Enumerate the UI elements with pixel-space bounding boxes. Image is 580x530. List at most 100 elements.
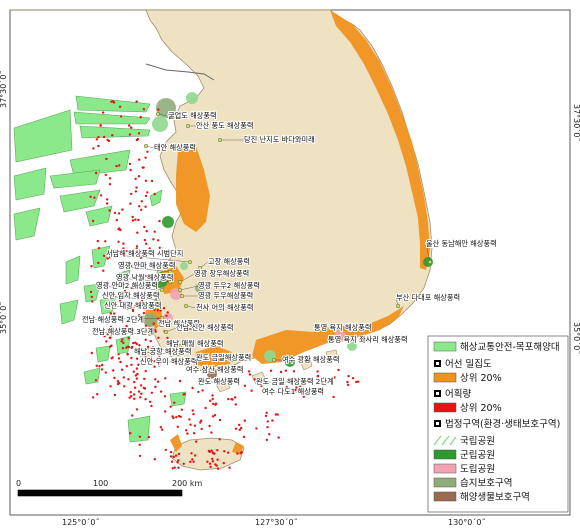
- catch-dot: [137, 132, 141, 135]
- traffic-zone-polygon: [91, 245, 111, 269]
- catch-dot: [96, 393, 99, 396]
- catch-dot: [144, 370, 147, 373]
- catch-dot: [91, 300, 94, 303]
- catch-dot: [142, 166, 145, 169]
- catch-dot: [132, 393, 136, 396]
- traffic-zone-polygon: [115, 335, 131, 355]
- catch-dot: [115, 218, 119, 222]
- legend-label-wetland: 습지보호구역: [460, 478, 512, 489]
- catch-dot: [126, 353, 129, 356]
- catch-dot: [135, 408, 139, 411]
- catch-dot: [152, 281, 155, 285]
- catch-dot: [128, 396, 131, 399]
- catch-dot: [111, 304, 114, 307]
- wind-farm-site-marker: [298, 390, 303, 395]
- legend-label-national-park: 국립공원: [460, 435, 495, 447]
- catch-dot: [169, 450, 173, 454]
- catch-dot: [197, 390, 200, 394]
- catch-dot: [156, 380, 160, 383]
- catch-dot: [106, 318, 109, 321]
- catch-dot: [144, 179, 148, 182]
- catch-dot: [127, 378, 130, 381]
- catch-dot: [211, 394, 214, 397]
- wind-farm-label: 서남해 해상풍력 시범단지: [106, 249, 183, 258]
- label-leader-line: [91, 331, 151, 335]
- catch-dot: [115, 250, 118, 253]
- catch-dot: [163, 395, 167, 398]
- catch-dot: [230, 381, 234, 385]
- catch-dot: [346, 383, 350, 387]
- catch-dot: [147, 435, 151, 439]
- catch-dot: [211, 457, 214, 461]
- catch-dot: [135, 301, 138, 305]
- catch-dot: [228, 466, 231, 469]
- catch-dot: [119, 115, 123, 118]
- catch-dot: [294, 388, 297, 392]
- catch-dot: [125, 249, 129, 253]
- catch-dot: [165, 314, 168, 317]
- catch-dot: [240, 426, 243, 430]
- island: [299, 357, 313, 371]
- catch-dot: [135, 245, 139, 248]
- catch-dot: [140, 392, 143, 395]
- catch-dot: [119, 228, 122, 232]
- catch-dot: [176, 461, 179, 464]
- catch-dot: [158, 219, 161, 223]
- traffic-zone-polygon: [65, 255, 81, 285]
- catch-dot: [129, 432, 132, 435]
- catch-dot: [135, 377, 139, 380]
- catch-dot: [164, 448, 167, 452]
- catch-dot: [112, 369, 115, 372]
- protected-area-wetland: [156, 98, 176, 118]
- catch-dot: [130, 363, 133, 366]
- lon-label-right: 130°0´0˝: [448, 517, 485, 527]
- traffic-zone-polygon: [73, 111, 151, 125]
- catch-dot: [204, 406, 207, 410]
- catch-dot: [119, 360, 122, 364]
- catch-dot: [89, 290, 93, 294]
- traffic-zone-polygon: [59, 189, 101, 213]
- catch-dot: [211, 451, 214, 454]
- catch-dot: [142, 311, 146, 315]
- lat-label-top-right: 37°30´0˝: [572, 104, 580, 141]
- lon-label-left: 125°0´0˝: [62, 517, 99, 527]
- wind-farm-label: 전남 해상풍력: [158, 319, 200, 328]
- catch-dot: [145, 229, 148, 233]
- legend-swatch-provincial-park: [433, 463, 457, 474]
- catch-dot: [121, 347, 125, 350]
- catch-dot: [236, 452, 239, 455]
- catch-dot: [100, 368, 104, 371]
- catch-dot: [97, 261, 100, 265]
- wind-farm-label: 해남 궁항 해상풍력: [134, 347, 191, 356]
- catch-dot: [125, 324, 128, 328]
- catch-dot: [276, 413, 279, 416]
- catch-dot: [128, 306, 132, 310]
- catch-dot: [131, 309, 135, 313]
- catch-dot: [131, 219, 135, 222]
- wind-farm-label: 완도 해상풍력: [198, 377, 240, 386]
- catch-dot: [171, 467, 174, 470]
- legend-swatch-wetland: [433, 477, 457, 488]
- catch-dot: [216, 449, 219, 452]
- catch-dot: [213, 414, 217, 417]
- wind-farm-site-marker: [185, 123, 190, 128]
- catch-dot: [218, 418, 222, 422]
- catch-dot: [253, 378, 256, 381]
- label-leader-lines: [81, 111, 433, 395]
- catch-dot: [104, 240, 107, 243]
- catch-dot: [120, 368, 124, 371]
- catch-dot: [137, 390, 141, 393]
- catch-dot: [178, 379, 182, 383]
- catch-dot: [153, 458, 156, 461]
- catch-dot: [144, 338, 147, 341]
- catch-dot: [192, 460, 195, 463]
- catch-dot: [122, 304, 125, 307]
- catch-dot: [164, 410, 167, 413]
- legend-swatch-marine-protected: [433, 491, 457, 502]
- catch-dot: [128, 124, 131, 127]
- catch-dot: [154, 328, 157, 332]
- catch-dot: [97, 144, 100, 148]
- catch-dot: [138, 346, 141, 350]
- wind-farm-label: 신안 우이 해상풍력: [140, 357, 197, 366]
- wind-farm-label: 고창 해상풍력: [208, 257, 250, 266]
